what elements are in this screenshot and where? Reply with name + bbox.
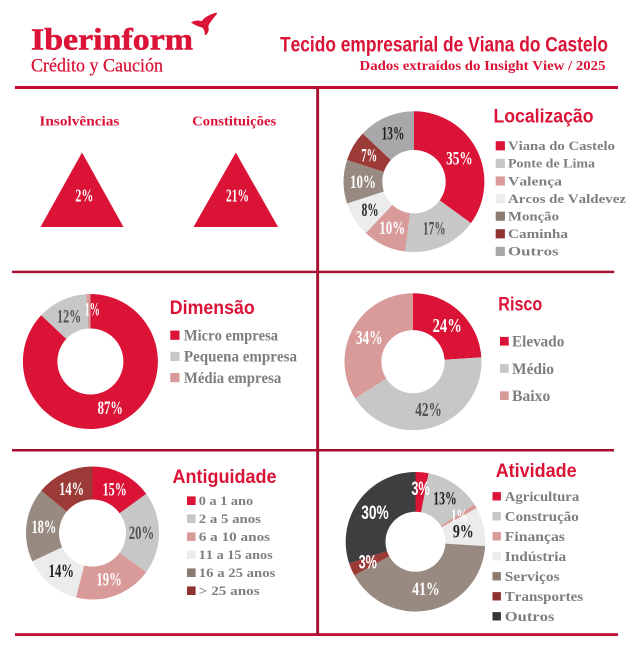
svg-text:87%: 87% <box>98 398 123 419</box>
svg-text:13%: 13% <box>382 124 405 144</box>
svg-text:Baixo: Baixo <box>512 388 550 405</box>
svg-text:2%: 2% <box>75 185 93 205</box>
svg-text:Risco: Risco <box>498 294 542 315</box>
svg-text:7%: 7% <box>361 146 377 166</box>
svg-text:24%: 24% <box>433 316 462 337</box>
svg-text:14%: 14% <box>59 479 84 500</box>
svg-text:1%: 1% <box>451 506 468 527</box>
svg-text:3%: 3% <box>411 479 429 500</box>
svg-text:30%: 30% <box>361 503 388 524</box>
svg-text:Serviços: Serviços <box>505 570 560 585</box>
svg-text:Tecido empresarial de Viana do: Tecido empresarial de Viana do Castelo <box>280 34 608 57</box>
svg-text:Outros: Outros <box>508 244 559 259</box>
svg-text:Outros: Outros <box>505 610 555 625</box>
svg-text:Dimensão: Dimensão <box>170 298 255 319</box>
svg-text:2 a 5 anos: 2 a 5 anos <box>199 511 261 526</box>
svg-text:Arcos de Valdevez: Arcos de Valdevez <box>508 191 626 206</box>
svg-text:Ponte de Lima: Ponte de Lima <box>508 156 596 171</box>
svg-text:Pequena empresa: Pequena empresa <box>184 349 297 366</box>
svg-text:1%: 1% <box>85 300 100 321</box>
svg-text:16 a 25 anos: 16 a 25 anos <box>199 565 276 580</box>
svg-text:35%: 35% <box>446 150 473 170</box>
svg-text:13%: 13% <box>433 489 457 510</box>
svg-text:6 a 10 anos: 6 a 10 anos <box>199 529 270 544</box>
svg-text:15%: 15% <box>103 480 127 501</box>
svg-text:41%: 41% <box>412 579 439 600</box>
svg-text:10%: 10% <box>350 173 376 193</box>
svg-text:8%: 8% <box>362 201 379 221</box>
svg-text:3%: 3% <box>359 553 377 574</box>
svg-text:Agricultura: Agricultura <box>505 490 579 505</box>
svg-text:42%: 42% <box>415 400 442 421</box>
svg-text:Monção: Monção <box>508 209 559 224</box>
svg-text:0 a 1 ano: 0 a 1 ano <box>199 493 253 508</box>
svg-text:Atividade: Atividade <box>496 461 577 482</box>
svg-text:17%: 17% <box>423 220 446 240</box>
svg-text:Insolvências: Insolvências <box>39 114 120 129</box>
svg-text:Crédito y Caución: Crédito y Caución <box>31 55 163 76</box>
svg-text:Média empresa: Média empresa <box>184 370 281 387</box>
svg-text:20%: 20% <box>129 523 154 544</box>
svg-text:Finanças: Finanças <box>505 530 566 545</box>
svg-text:Viana do Castelo: Viana do Castelo <box>508 138 615 153</box>
svg-text:12%: 12% <box>57 307 81 328</box>
svg-text:> 25 anos: > 25 anos <box>199 583 260 598</box>
svg-text:19%: 19% <box>96 569 121 590</box>
svg-text:Caminha: Caminha <box>508 226 569 241</box>
svg-text:Indústria: Indústria <box>505 550 566 565</box>
svg-text:9%: 9% <box>453 521 474 542</box>
svg-text:34%: 34% <box>356 328 383 349</box>
svg-text:11 a 15 anos: 11 a 15 anos <box>199 547 273 562</box>
svg-text:Iberinform: Iberinform <box>31 22 193 57</box>
svg-text:Valença: Valença <box>508 173 563 188</box>
svg-text:Micro empresa: Micro empresa <box>184 328 278 345</box>
svg-text:Antiguidade: Antiguidade <box>173 467 277 488</box>
svg-text:18%: 18% <box>31 517 56 538</box>
svg-text:Localização: Localização <box>494 106 594 127</box>
svg-text:Médio: Médio <box>512 361 554 378</box>
svg-text:10%: 10% <box>379 219 405 239</box>
svg-text:Transportes: Transportes <box>505 590 584 605</box>
svg-text:21%: 21% <box>226 185 249 205</box>
svg-text:Elevado: Elevado <box>512 334 564 351</box>
svg-text:Constituições: Constituições <box>192 114 277 129</box>
svg-text:Dados extraídos do Insight Vie: Dados extraídos do Insight View / 2025 <box>360 58 606 73</box>
svg-text:14%: 14% <box>49 561 74 582</box>
svg-text:Construção: Construção <box>505 510 579 525</box>
